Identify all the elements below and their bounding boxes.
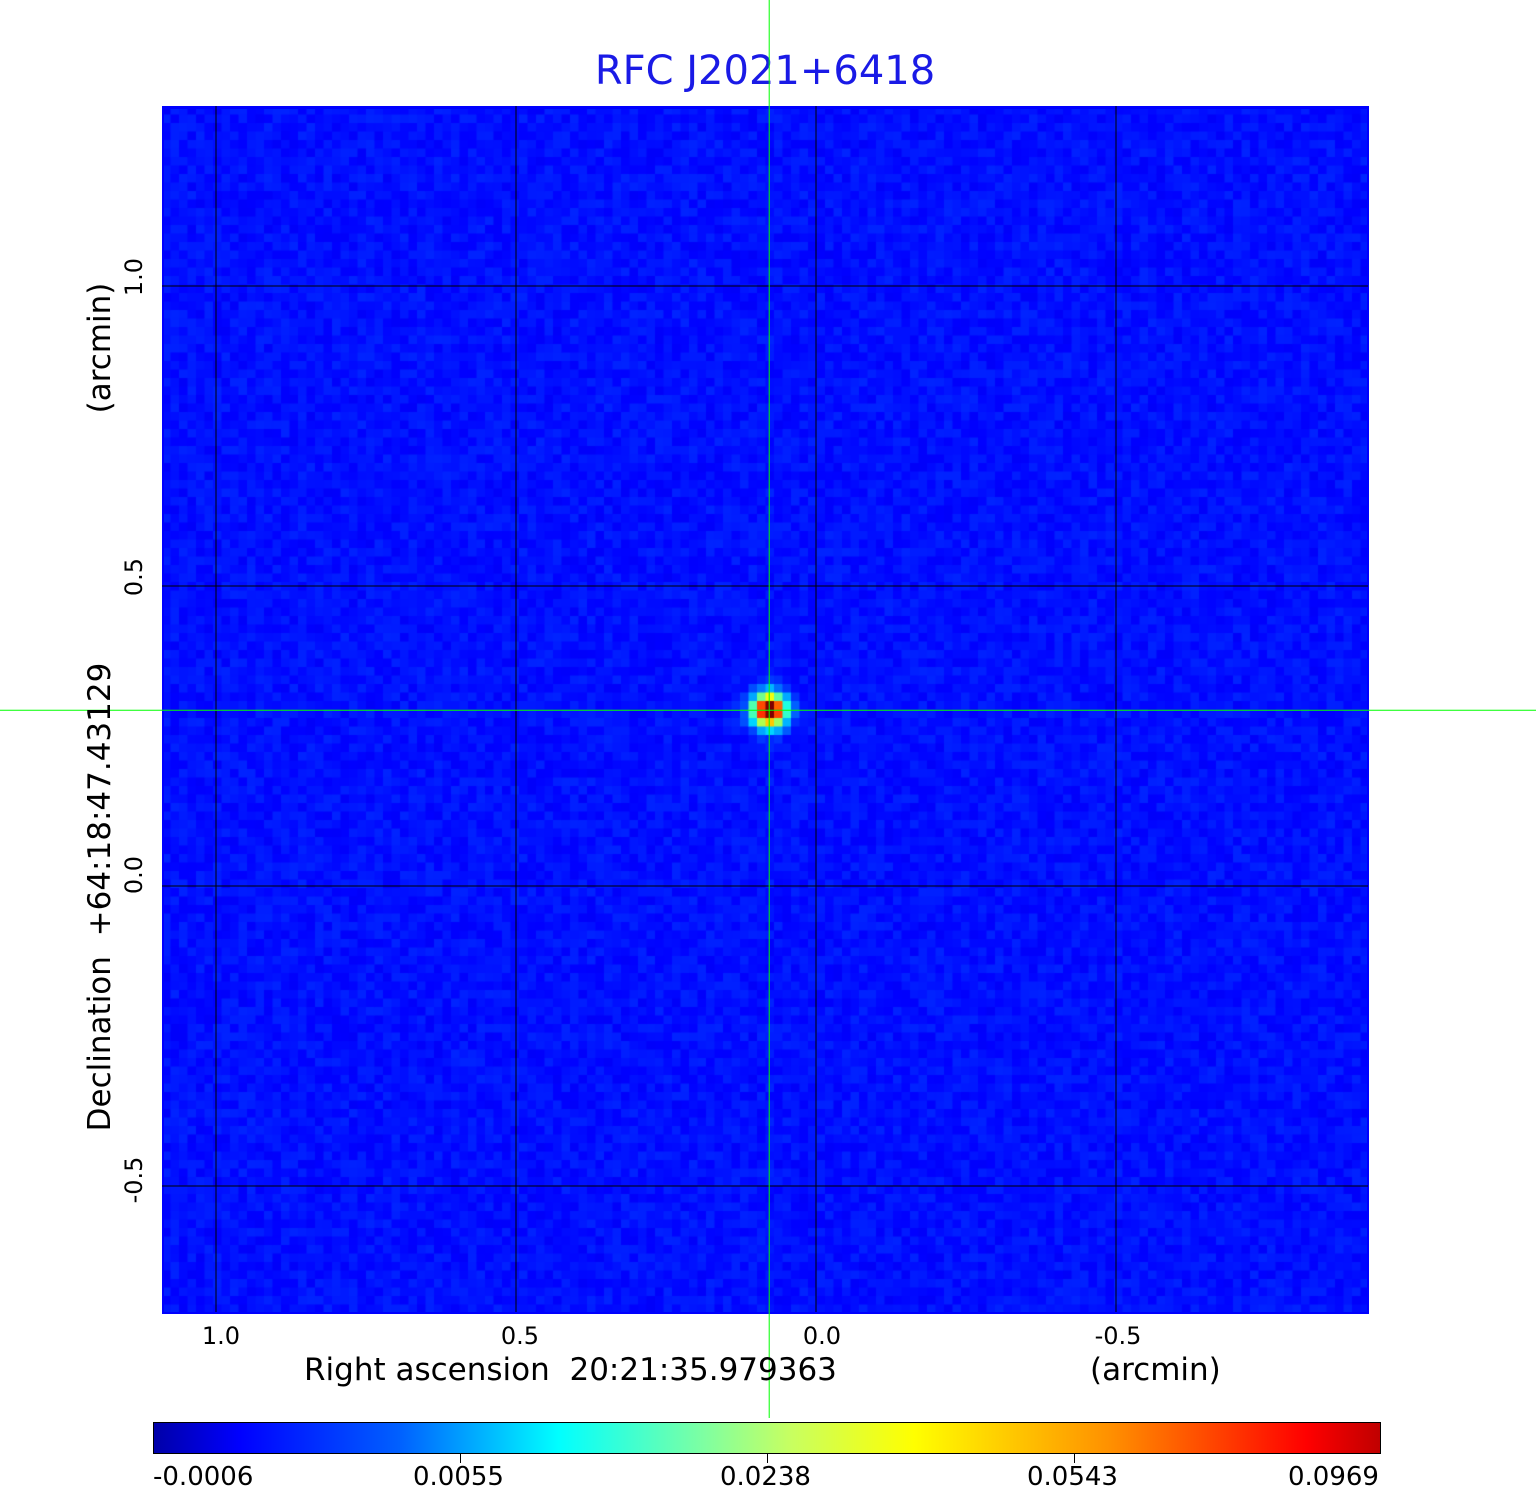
colorbar-tick [767,1453,768,1463]
colorbar [153,1422,1381,1454]
x-tick-label: 0.0 [802,1322,842,1350]
colorbar-tick [1074,1453,1075,1463]
colorbar-tick-label: 0.0969 [1288,1462,1379,1492]
x-axis-label: Right ascension 20:21:35.979363 [304,1352,837,1388]
y-tick-label: 0.5 [120,557,148,597]
colorbar-tick-label: 0.0238 [720,1462,811,1492]
y-tick-label: 1.0 [120,257,148,297]
intensity-map [162,106,1368,1312]
y-tick-label: 0.0 [120,855,148,895]
chart-title: RFC J2021+6418 [594,48,936,94]
x-tick-label: 1.0 [201,1322,241,1350]
colorbar-tick [460,1453,461,1463]
colorbar-tick-label: -0.0006 [153,1462,254,1492]
x-tick-label: 0.5 [500,1322,540,1350]
y-tick-label: -0.5 [120,1156,148,1204]
x-tick-label: -0.5 [1094,1322,1142,1350]
y-axis-unit: (arcmin) [82,282,118,414]
colorbar-tick-label: 0.0055 [413,1462,504,1492]
colorbar-tick-label: 0.0543 [1027,1462,1118,1492]
x-axis-unit: (arcmin) [1090,1352,1221,1388]
y-axis-label: Declination +64:18:47.43129 [82,662,118,1132]
